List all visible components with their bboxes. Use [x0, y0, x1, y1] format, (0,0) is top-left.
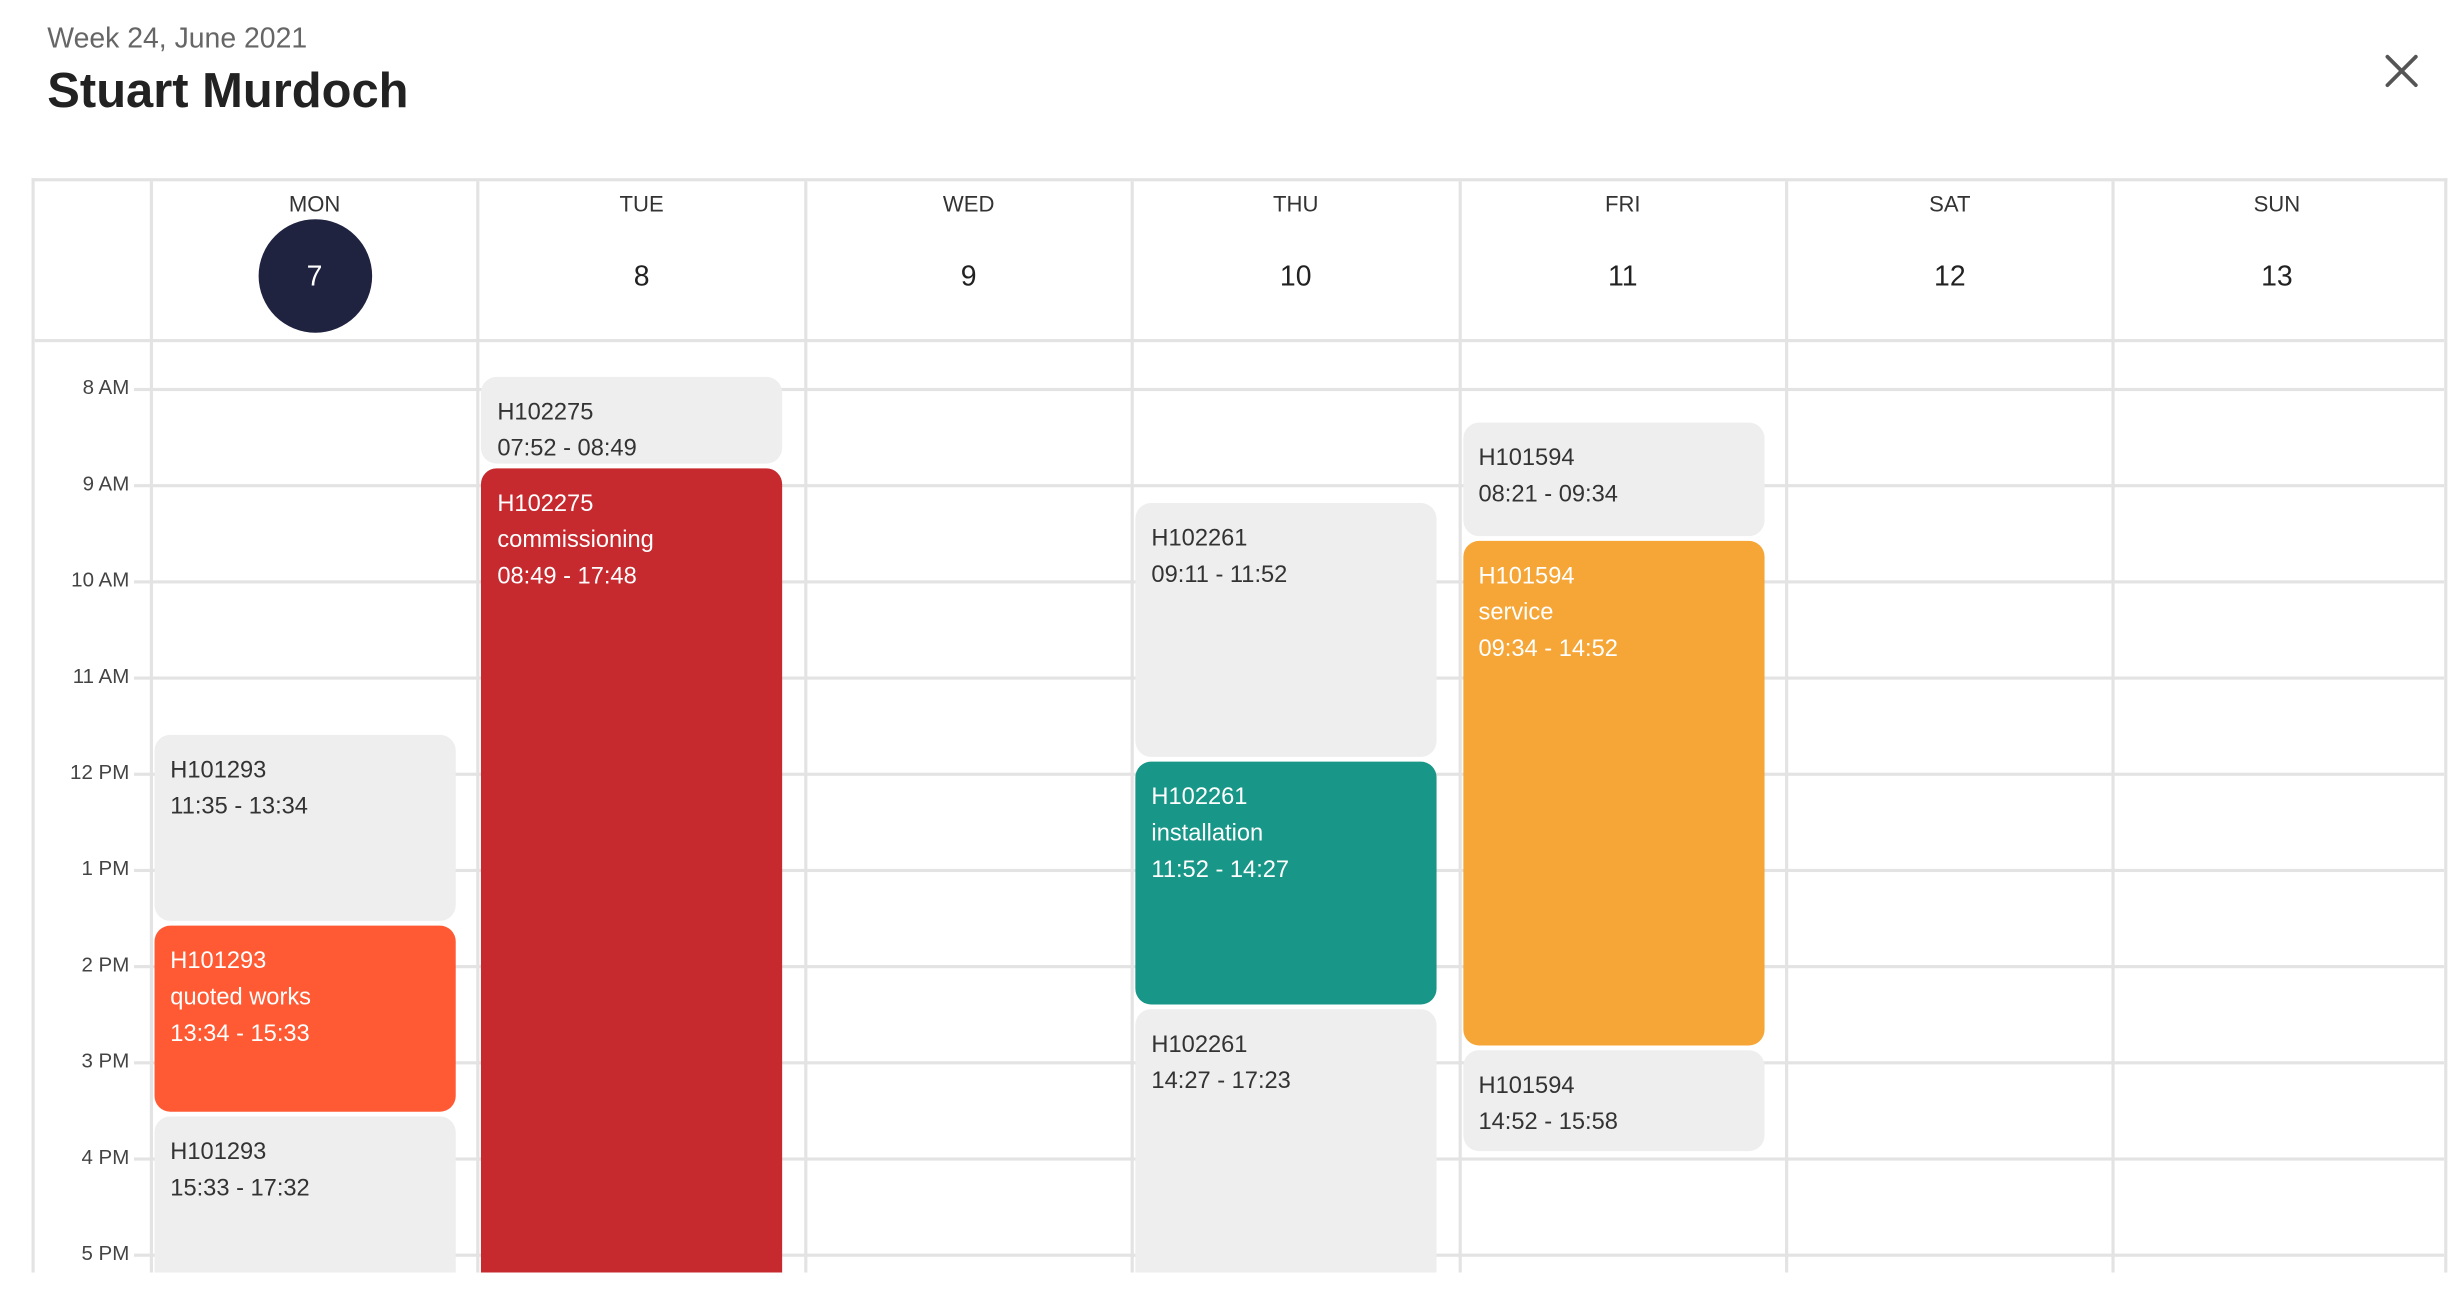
hour-label: 9 AM	[82, 471, 130, 496]
event-block[interactable]: H101594 14:52 - 15:58	[1462, 1049, 1764, 1152]
event-time: 11:52 - 14:27	[1151, 856, 1290, 883]
page-title: Stuart Murdoch	[47, 63, 409, 119]
day-name: SUN	[2253, 190, 2301, 217]
day-name: THU	[1273, 190, 1319, 217]
hour-line	[134, 387, 2445, 392]
event-job-id: H101293	[170, 947, 267, 974]
event-job-id: H102275	[497, 398, 594, 426]
event-time: 08:49 - 17:48	[497, 562, 637, 590]
event-time: 07:52 - 08:49	[497, 435, 637, 462]
event-type: quoted works	[170, 983, 311, 1011]
hour-label: 2 PM	[81, 952, 130, 977]
event-job-id: H101594	[1478, 562, 1575, 590]
event-time: 13:34 - 15:33	[170, 1019, 310, 1047]
day-number[interactable]: 8	[633, 260, 650, 292]
event-time: 09:11 - 11:52	[1151, 561, 1288, 589]
day-name: TUE	[619, 190, 664, 217]
event-job-id: H101594	[1478, 1072, 1575, 1099]
event-time: 11:35 - 13:34	[170, 792, 308, 820]
event-type: service	[1478, 598, 1554, 626]
event-time: 14:27 - 17:23	[1151, 1068, 1291, 1096]
hour-line	[134, 484, 2445, 488]
event-time: 08:21 - 09:34	[1478, 481, 1618, 509]
day-name: MON	[288, 190, 341, 217]
event-time: 14:52 - 15:58	[1478, 1108, 1618, 1136]
event-job-id: H102261	[1151, 783, 1248, 811]
day-number[interactable]: 7	[306, 260, 323, 292]
day-name: FRI	[1604, 190, 1641, 217]
event-job-id: H102261	[1151, 1031, 1248, 1059]
event-block[interactable]: H101293 15:33 - 17:32	[154, 1115, 456, 1273]
column-divider	[803, 181, 808, 1273]
event-block[interactable]: H102261 14:27 - 17:23	[1135, 1009, 1437, 1273]
event-block[interactable]: H101594 08:21 - 09:34	[1462, 423, 1764, 536]
event-block[interactable]: H101594 service 09:34 - 14:52	[1462, 540, 1764, 1046]
event-job-id: H101594	[1478, 445, 1575, 473]
close-button[interactable]	[2378, 47, 2425, 94]
hour-label: 4 PM	[81, 1144, 130, 1169]
day-number[interactable]: 10	[1279, 260, 1312, 292]
event-block[interactable]: H102275 commissioning 08:49 - 17:48	[481, 468, 783, 1273]
day-number[interactable]: 12	[1934, 260, 1966, 292]
hour-label: 12 PM	[70, 760, 130, 784]
day-number[interactable]: 13	[2261, 260, 2293, 292]
close-icon	[2385, 54, 2418, 88]
event-block[interactable]: H102275 07:52 - 08:49	[481, 376, 783, 464]
column-divider	[1457, 181, 1462, 1273]
calendar-grid: 8 AM 9 AM 10 AM 11 AM 12 PM 1 PM 2 PM 3 PM 4 PM 5…	[31, 178, 2448, 1273]
day-name: WED	[942, 190, 995, 217]
column-divider	[2112, 181, 2116, 1273]
column-divider	[476, 181, 480, 1273]
week-subtitle: Week 24, June 2021	[47, 22, 308, 54]
day-number[interactable]: 11	[1608, 260, 1638, 292]
event-job-id: H102275	[497, 490, 594, 517]
event-job-id: H101293	[170, 1137, 267, 1165]
column-divider	[1785, 181, 1789, 1273]
hour-label: 10 AM	[71, 567, 130, 592]
column-divider	[149, 181, 153, 1273]
hour-label: 5 PM	[81, 1241, 130, 1265]
today-marker	[258, 219, 373, 333]
event-job-id: H101293	[170, 756, 267, 784]
event-block[interactable]: H102261 installation 11:52 - 14:27	[1135, 761, 1437, 1006]
hour-label: 3 PM	[81, 1048, 130, 1073]
event-block[interactable]: H101293 11:35 - 13:34	[154, 734, 456, 921]
day-number[interactable]: 9	[960, 260, 977, 292]
header-divider	[34, 339, 2445, 343]
hour-label: 11 AM	[72, 663, 130, 688]
event-time: 15:33 - 17:32	[170, 1174, 310, 1201]
event-job-id: H102261	[1151, 525, 1248, 553]
event-time: 09:34 - 14:52	[1478, 634, 1618, 662]
hour-label: 1 PM	[81, 856, 130, 880]
event-block[interactable]: H101293 quoted works 13:34 - 15:33	[154, 924, 456, 1111]
event-type: installation	[1151, 819, 1264, 847]
column-divider	[1130, 181, 1135, 1273]
event-type: commissioning	[497, 526, 654, 554]
event-block[interactable]: H102261 09:11 - 11:52	[1135, 503, 1437, 757]
hour-label: 8 AM	[82, 375, 130, 399]
day-name: SAT	[1929, 190, 1971, 217]
